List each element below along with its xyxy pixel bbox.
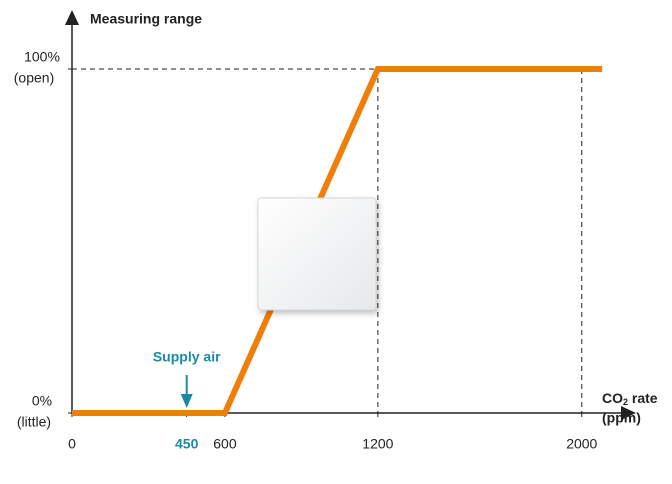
x-tick-label: 600 [213,436,237,452]
x-axis-arrow [621,406,636,420]
y-axis-title: Measuring range [90,11,202,27]
y-axis-arrow [65,10,79,25]
device [257,197,377,311]
x-tick-label: 1200 [362,436,393,452]
x-tick-label: 450 [175,436,199,452]
x-axis-title: CO2 rate [602,390,658,408]
x-axis-unit: (ppm) [602,410,641,426]
y-tick-label: 0% [32,393,52,409]
annotation: Supply air [153,349,221,365]
y-tick-sublabel: (open) [14,70,54,86]
device-image [257,197,377,311]
annotation-arrowhead [180,394,193,408]
y-tick-sublabel: (little) [17,414,51,430]
x-tick-label: 2000 [566,436,597,452]
y-tick-label: 100% [24,49,60,65]
x-tick-label: 0 [68,436,76,452]
